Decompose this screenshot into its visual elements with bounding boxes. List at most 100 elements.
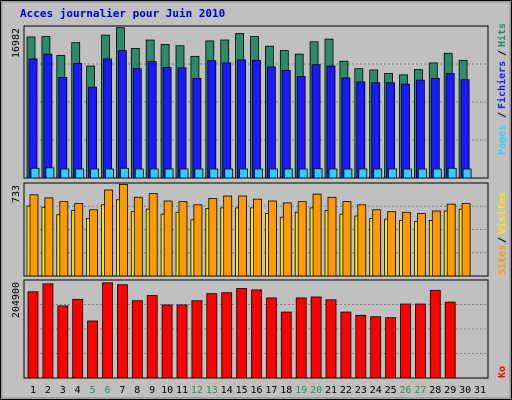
bar-sites-24 [372,209,382,277]
bar-files-27 [415,79,425,179]
bar-sites-12 [193,204,203,277]
bar-sites-1 [29,194,39,277]
x-tick-label-6: 6 [104,385,110,396]
bar-files-3 [58,77,68,179]
bar-sites-10 [163,200,173,277]
x-tick-label-14: 14 [221,385,233,396]
bar-sites-29 [446,203,456,277]
bar-ko-21 [325,299,337,379]
bar-sites-13 [208,198,218,277]
bar-pages-15 [239,168,249,179]
panel-hits-files-pages: 16982 [11,25,489,179]
bar-ko-27 [414,303,426,379]
bar-pages-10 [164,168,174,179]
bar-files-21 [326,65,336,179]
bar-sites-18 [282,202,292,277]
y-max-label-bot: 204900 [11,282,22,318]
x-tick-label-5: 5 [90,385,96,396]
x-tick-label-21: 21 [325,385,337,396]
x-axis-labels: 1 2 3 4 5 6 7 8 9 10 11 12 13 14 15 16 17 18 19 20 21 22 23 24 2… [30,385,486,396]
bar-ko-22 [340,311,352,379]
bar-pages-8 [134,168,144,179]
bar-ko-10 [161,304,173,379]
legend-fichiers: Fichiers [496,61,508,109]
bar-ko-3 [57,305,69,379]
bar-files-12 [192,77,202,179]
legend-sep-3: / [497,237,508,243]
bar-ko-6 [102,282,113,379]
bar-pages-12 [194,168,204,179]
bar-pages-11 [179,168,189,179]
x-tick-label-11: 11 [176,385,188,396]
bar-sites-16 [253,198,262,277]
bar-files-28 [430,77,440,179]
legend-visites: Visites [496,192,508,234]
bar-files-5 [88,86,97,179]
bar-sites-20 [312,193,322,277]
bar-ko-18 [280,311,292,379]
bar-files-29 [445,73,455,179]
x-tick-label-20: 20 [310,385,322,396]
bar-ko-20 [310,296,322,379]
bar-ko-24 [370,316,382,379]
legend-ko: Ko [497,366,508,378]
bar-pages-29 [447,167,457,179]
x-tick-label-1: 1 [30,385,36,396]
legend-sep-2: / [497,50,508,56]
bar-files-8 [132,68,142,179]
bar-sites-4 [74,203,84,277]
bar-files-1 [28,58,38,179]
bar-files-16 [252,59,261,179]
bar-files-22 [341,77,351,179]
x-tick-label-30: 30 [459,385,471,396]
panel-visits-sites: 733 [11,182,489,277]
bar-pages-2 [45,167,55,179]
bar-files-24 [371,82,381,179]
bar-sites-15 [238,195,248,277]
bar-ko-13 [206,293,218,379]
bar-ko-16 [251,289,262,379]
bar-files-2 [43,53,53,179]
bar-pages-6 [105,168,114,179]
x-tick-label-22: 22 [340,385,352,396]
bar-pages-18 [283,168,293,179]
bar-ko-1 [27,291,39,379]
x-tick-label-9: 9 [149,385,155,396]
bar-pages-25 [388,168,398,179]
bar-sites-11 [178,201,188,277]
legend-pages: Pages [497,125,508,155]
chart-title: Acces journalier pour Juin 2010 [20,7,225,20]
bar-ko-28 [429,289,441,379]
legend-top: Pages / Fichiers / Hits [496,23,508,155]
bar-pages-5 [90,168,99,179]
legend-sep-1: / [497,112,508,118]
bar-pages-24 [373,168,383,179]
bar-ko-2 [42,283,54,379]
x-tick-label-10: 10 [161,385,173,396]
y-max-label-mid: 733 [11,185,22,203]
bar-pages-13 [209,168,219,179]
bar-sites-25 [387,211,397,277]
bar-sites-5 [89,209,98,277]
bar-files-4 [73,62,83,179]
x-tick-label-23: 23 [355,385,367,396]
bar-sites-7 [119,183,128,277]
bar-ko-19 [295,297,307,379]
bar-pages-3 [60,168,70,179]
bar-sites-8 [133,196,143,277]
bar-ko-23 [355,314,367,379]
bar-files-17 [266,66,276,179]
bar-pages-9 [149,168,159,179]
bar-sites-17 [267,200,277,277]
bar-ko-26 [400,303,411,379]
x-tick-label-26: 26 [399,385,411,396]
bar-pages-4 [75,168,85,179]
bar-pages-20 [313,168,323,179]
bar-sites-6 [104,189,113,277]
x-tick-label-7: 7 [119,385,125,396]
bar-files-13 [207,60,217,179]
bar-ko-5 [87,320,98,379]
bar-files-19 [296,76,306,179]
bar-pages-1 [30,167,40,179]
